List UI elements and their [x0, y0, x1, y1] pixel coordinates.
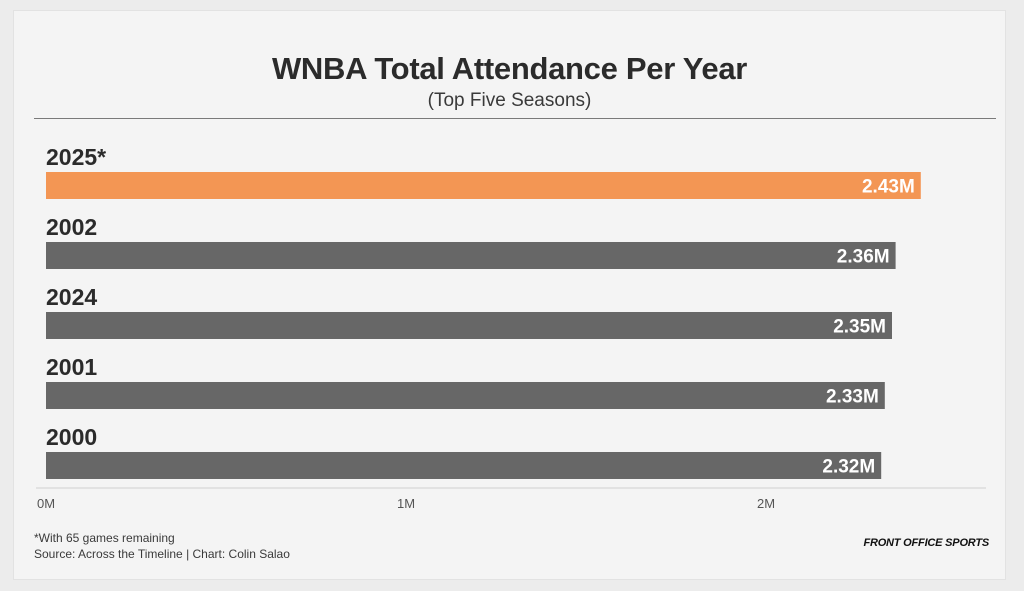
- chart-subtitle: (Top Five Seasons): [427, 90, 592, 111]
- bar: [46, 312, 892, 339]
- bar: [46, 172, 921, 199]
- bar: [46, 242, 896, 269]
- x-tick-label: 0M: [37, 496, 55, 511]
- footnote-note: *With 65 games remaining: [34, 531, 175, 545]
- bar-value-label: 2.36M: [837, 247, 890, 268]
- category-label: 2024: [46, 284, 97, 310]
- category-label: 2002: [46, 214, 97, 240]
- bar-chart: 2025* 2.43M 2002 2.36M 2024 2.35M 2001 2.33M 200…: [36, 144, 986, 511]
- bar-value-label: 2.35M: [833, 317, 886, 338]
- x-tick-label: 2M: [757, 496, 775, 511]
- bar: [46, 382, 885, 409]
- x-tick-label: 1M: [397, 496, 415, 511]
- category-label: 2000: [46, 424, 97, 450]
- chart-title: WNBA Total Attendance Per Year: [271, 51, 748, 86]
- category-label: 2025*: [46, 144, 106, 170]
- bar-value-label: 2.43M: [862, 177, 915, 198]
- footnote: *With 65 games remaining Source: Across …: [34, 530, 290, 562]
- bar: [46, 452, 882, 479]
- title-divider: [34, 118, 996, 119]
- bar-value-label: 2.33M: [826, 387, 879, 408]
- footnote-source: Source: Across the Timeline | Chart: Col…: [34, 547, 290, 561]
- bar-value-label: 2.32M: [822, 457, 875, 478]
- chart-card: WNBA Total Attendance Per Year (Top Five…: [13, 10, 1006, 580]
- category-label: 2001: [46, 354, 97, 380]
- brand-logo-text: FRONT OFFICE SPORTS: [863, 537, 989, 549]
